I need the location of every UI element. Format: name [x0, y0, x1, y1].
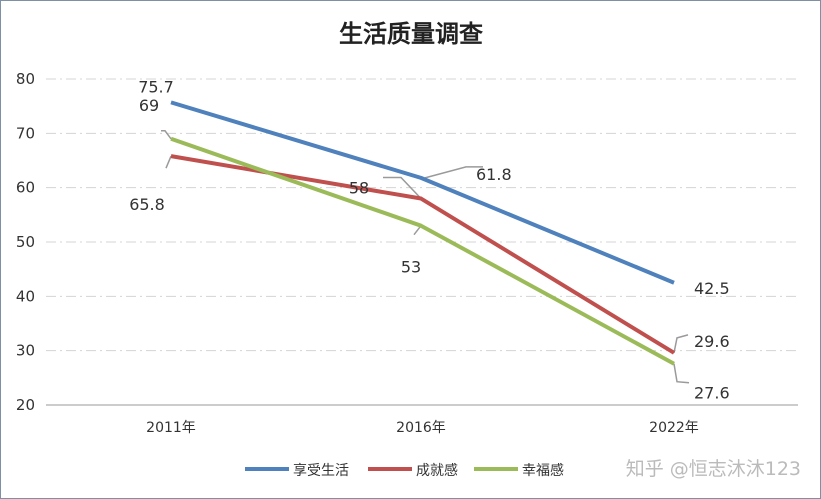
y-tick-label: 40: [16, 287, 35, 305]
y-axis-ticks: 20 30 40 50 60 70 80: [16, 70, 35, 414]
legend-label-3: 幸福感: [522, 462, 564, 479]
x-tick-label: 2016年: [396, 420, 446, 436]
chart-title: 生活质量调查: [339, 19, 483, 48]
y-tick-label: 60: [16, 179, 35, 197]
leader-line: [424, 166, 483, 179]
data-label: 61.8: [476, 165, 512, 184]
gridlines: [46, 78, 798, 406]
y-tick-label: 80: [16, 70, 35, 88]
leader-line: [383, 176, 422, 200]
series-line-1: [170, 100, 675, 285]
series-line-2: [170, 154, 676, 355]
data-labels: 75.7 61.8 42.5 65.8 58 29.6 69 53 27.6: [129, 77, 729, 402]
y-tick-label: 50: [16, 233, 35, 251]
data-label: 29.6: [694, 332, 730, 351]
data-label: 42.5: [694, 279, 730, 298]
legend-label-1: 享受生活: [293, 462, 349, 479]
x-axis-ticks: 2011年 2016年 2022年: [146, 420, 699, 436]
data-label: 65.8: [129, 195, 165, 214]
leader-line: [673, 363, 690, 384]
x-tick-label: 2011年: [146, 420, 196, 436]
data-label: 53: [401, 258, 421, 277]
leader-line: [165, 155, 172, 169]
legend: 享受生活 成就感 幸福感: [245, 462, 564, 479]
series-line-3: [170, 136, 675, 366]
leader-line: [161, 130, 172, 140]
data-label: 75.7: [138, 77, 174, 96]
data-label: 27.6: [694, 384, 730, 403]
data-label: 58: [349, 179, 369, 198]
watermark-text: 知乎 @恒志沐沐123: [626, 458, 801, 480]
y-tick-label: 20: [16, 396, 35, 414]
data-label: 69: [139, 96, 159, 115]
y-tick-label: 30: [16, 342, 35, 360]
y-tick-label: 70: [16, 124, 35, 142]
legend-label-2: 成就感: [416, 462, 458, 479]
x-tick-label: 2022年: [649, 420, 699, 436]
series-lines: [170, 100, 676, 366]
leader-line: [673, 334, 689, 353]
